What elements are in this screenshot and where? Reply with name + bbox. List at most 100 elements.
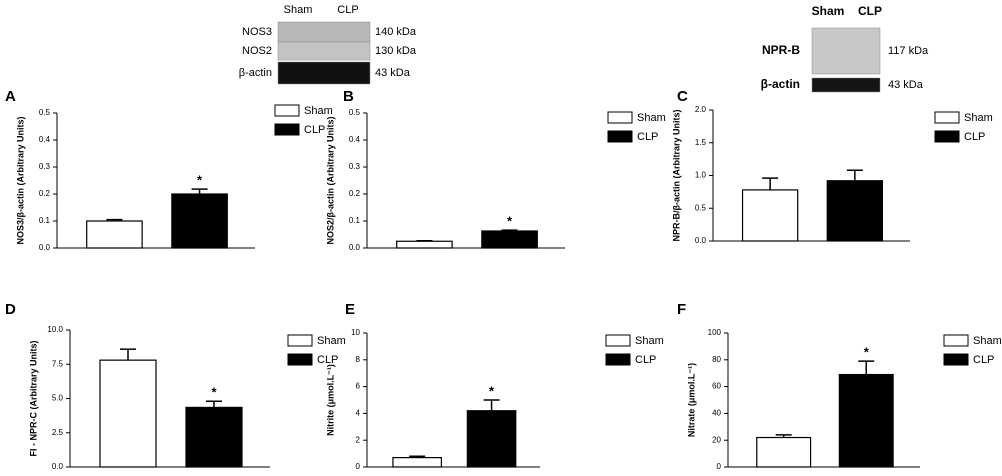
y-tick-label: 0.3	[39, 162, 51, 171]
legend-swatch	[943, 334, 969, 347]
blot-band	[811, 27, 881, 75]
legend-label: CLP	[637, 131, 658, 143]
y-tick-label: 6	[356, 382, 361, 391]
legend-swatch	[605, 353, 631, 366]
blot-size-label: 43 kDa	[375, 67, 411, 79]
y-tick-label: 0.0	[349, 243, 361, 252]
legend-swatch	[943, 353, 969, 366]
y-tick-label: 0.0	[39, 243, 51, 252]
bar	[481, 230, 538, 249]
bar	[171, 193, 228, 249]
legend-label: Sham	[317, 335, 346, 347]
y-tick-label: 0.5	[695, 203, 707, 212]
y-tick-label: 1.5	[695, 138, 707, 147]
legend-swatch	[934, 111, 960, 124]
bar	[392, 457, 442, 468]
bar	[99, 359, 157, 468]
blot-size-label: 140 kDa	[375, 26, 417, 38]
y-tick-label: 20	[712, 435, 721, 444]
bar	[741, 189, 799, 242]
panel-letter: B	[343, 88, 354, 105]
blot-band	[277, 21, 371, 43]
bar	[756, 436, 812, 468]
legend-label: CLP	[635, 354, 656, 366]
y-tick-label: 2.5	[52, 428, 64, 437]
legend-label: Sham	[304, 105, 333, 117]
legend-swatch	[607, 111, 633, 124]
y-tick-label: 0.4	[39, 135, 51, 144]
y-tick-label: 0.2	[349, 189, 361, 198]
y-axis-label: NOS3/β-actin (Arbitrary Units)	[15, 116, 25, 244]
legend-swatch	[287, 334, 313, 347]
y-tick-label: 1.0	[695, 171, 707, 180]
y-tick-label: 0.1	[349, 216, 361, 225]
bar	[466, 410, 517, 468]
blot-size-label: 117 kDa	[888, 45, 929, 57]
y-axis-label: Nitrate (μmol.L⁻¹)	[686, 363, 696, 437]
blot-column-label: Sham	[284, 4, 313, 16]
y-tick-label: 4	[356, 409, 361, 418]
panel-letter: E	[345, 301, 355, 318]
legend-label: CLP	[964, 131, 985, 143]
blot-size-label: 43 kDa	[888, 79, 924, 91]
legend-label: Sham	[635, 335, 664, 347]
legend-swatch	[607, 130, 633, 143]
y-axis-label: NPR-B/β-actin (Arbitrary Units)	[671, 109, 681, 241]
blot-band	[277, 61, 371, 85]
blot-row-label: β-actin	[761, 77, 800, 91]
panel-letter: F	[677, 301, 686, 318]
bar	[396, 240, 453, 249]
y-tick-label: 0	[356, 462, 361, 471]
blot-band	[277, 41, 371, 61]
blot-row-label: NPR-B	[762, 43, 800, 57]
y-tick-label: 7.5	[52, 359, 64, 368]
y-tick-label: 0.3	[349, 162, 361, 171]
y-tick-label: 10.0	[47, 325, 63, 334]
legend-swatch	[274, 104, 300, 117]
y-tick-label: 0.5	[349, 108, 361, 117]
blot-column-label: CLP	[337, 4, 358, 16]
legend-label: CLP	[973, 354, 994, 366]
blot-column-label: Sham	[812, 4, 845, 18]
y-tick-label: 2.0	[695, 105, 707, 114]
legend-swatch	[287, 353, 313, 366]
blot-row-label: β-actin	[239, 67, 272, 79]
y-tick-label: 40	[712, 409, 721, 418]
y-tick-label: 0	[717, 462, 722, 471]
blot-band	[811, 77, 881, 93]
y-tick-label: 5.0	[52, 394, 64, 403]
panel-letter: D	[5, 301, 16, 318]
blot-row-label: NOS3	[242, 26, 272, 38]
y-tick-label: 0.4	[349, 135, 361, 144]
y-tick-label: 0.0	[52, 462, 64, 471]
significance-marker: *	[864, 345, 870, 360]
y-axis-label: Nitrite (μmol.L⁻¹)	[325, 364, 335, 436]
blot-size-label: 130 kDa	[375, 45, 417, 57]
y-tick-label: 80	[712, 355, 721, 364]
legend-label: Sham	[964, 112, 993, 124]
y-tick-label: 2	[356, 435, 361, 444]
significance-marker: *	[489, 383, 495, 398]
y-tick-label: 60	[712, 382, 721, 391]
blot-column-label: CLP	[858, 4, 882, 18]
y-tick-label: 0.2	[39, 189, 51, 198]
y-tick-label: 0.5	[39, 108, 51, 117]
y-axis-label: FI - NPR-C (Arbitrary Units)	[28, 340, 38, 456]
bar	[826, 180, 884, 242]
y-tick-label: 10	[351, 328, 360, 337]
y-axis-label: NOS2/β-actin (Arbitrary Units)	[325, 116, 335, 244]
significance-marker: *	[197, 173, 203, 188]
legend-label: Sham	[637, 112, 666, 124]
legend-label: CLP	[304, 124, 325, 136]
legend-swatch	[605, 334, 631, 347]
bar	[86, 220, 143, 249]
legend-label: CLP	[317, 354, 338, 366]
y-tick-label: 100	[708, 328, 722, 337]
bar	[838, 373, 894, 468]
y-tick-label: 8	[356, 355, 361, 364]
significance-marker: *	[211, 385, 217, 400]
bar	[185, 406, 243, 468]
significance-marker: *	[507, 214, 513, 229]
y-tick-label: 0.1	[39, 216, 51, 225]
